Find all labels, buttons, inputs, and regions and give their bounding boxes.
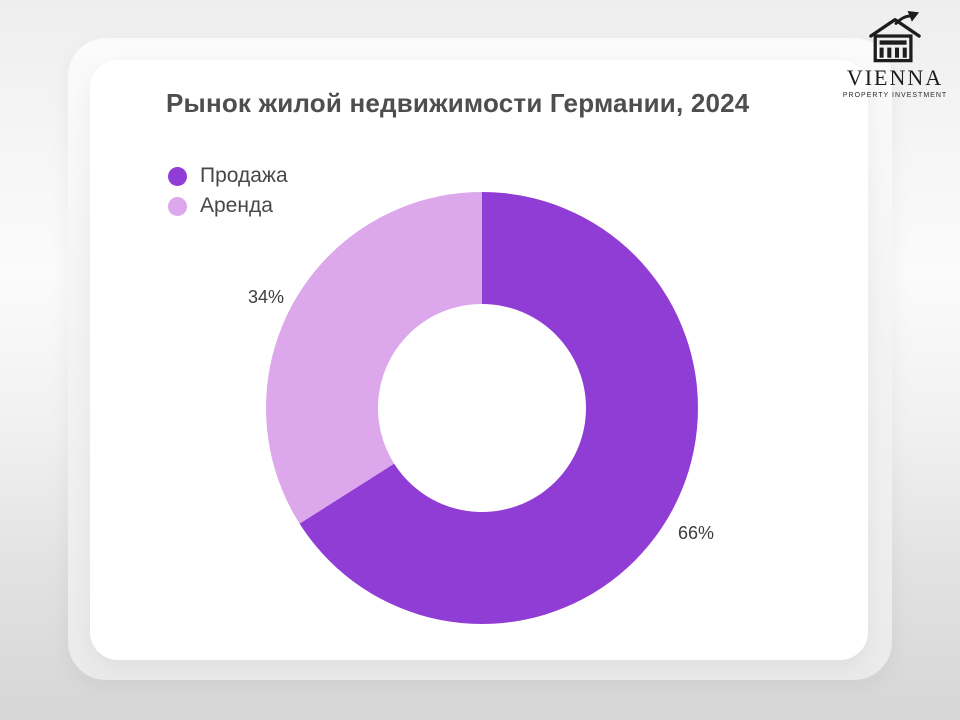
logo-name: VIENNA (846, 65, 944, 90)
legend: Продажа Аренда (168, 161, 288, 221)
legend-item-sale: Продажа (168, 161, 288, 191)
chart-card: Рынок жилой недвижимости Германии, 2024 … (90, 60, 868, 660)
legend-swatch-sale (168, 166, 187, 186)
legend-item-rent: Аренда (168, 191, 288, 221)
building-arrow-icon (869, 10, 921, 63)
legend-label-sale: Продажа (200, 164, 288, 187)
legend-swatch-rent (168, 196, 187, 216)
logo-tagline: PROPERTY INVESTMENT (842, 92, 948, 99)
legend-label-rent: Аренда (200, 194, 273, 217)
slice-label-rent: 34% (247, 287, 285, 307)
vienna-logo: VIENNA PROPERTY INVESTMENT (840, 10, 950, 101)
donut-chart (266, 192, 698, 624)
chart-title: Рынок жилой недвижимости Германии, 2024 (166, 88, 750, 118)
slice-label-sale: 66% (677, 523, 715, 543)
donut-hole (378, 304, 586, 512)
